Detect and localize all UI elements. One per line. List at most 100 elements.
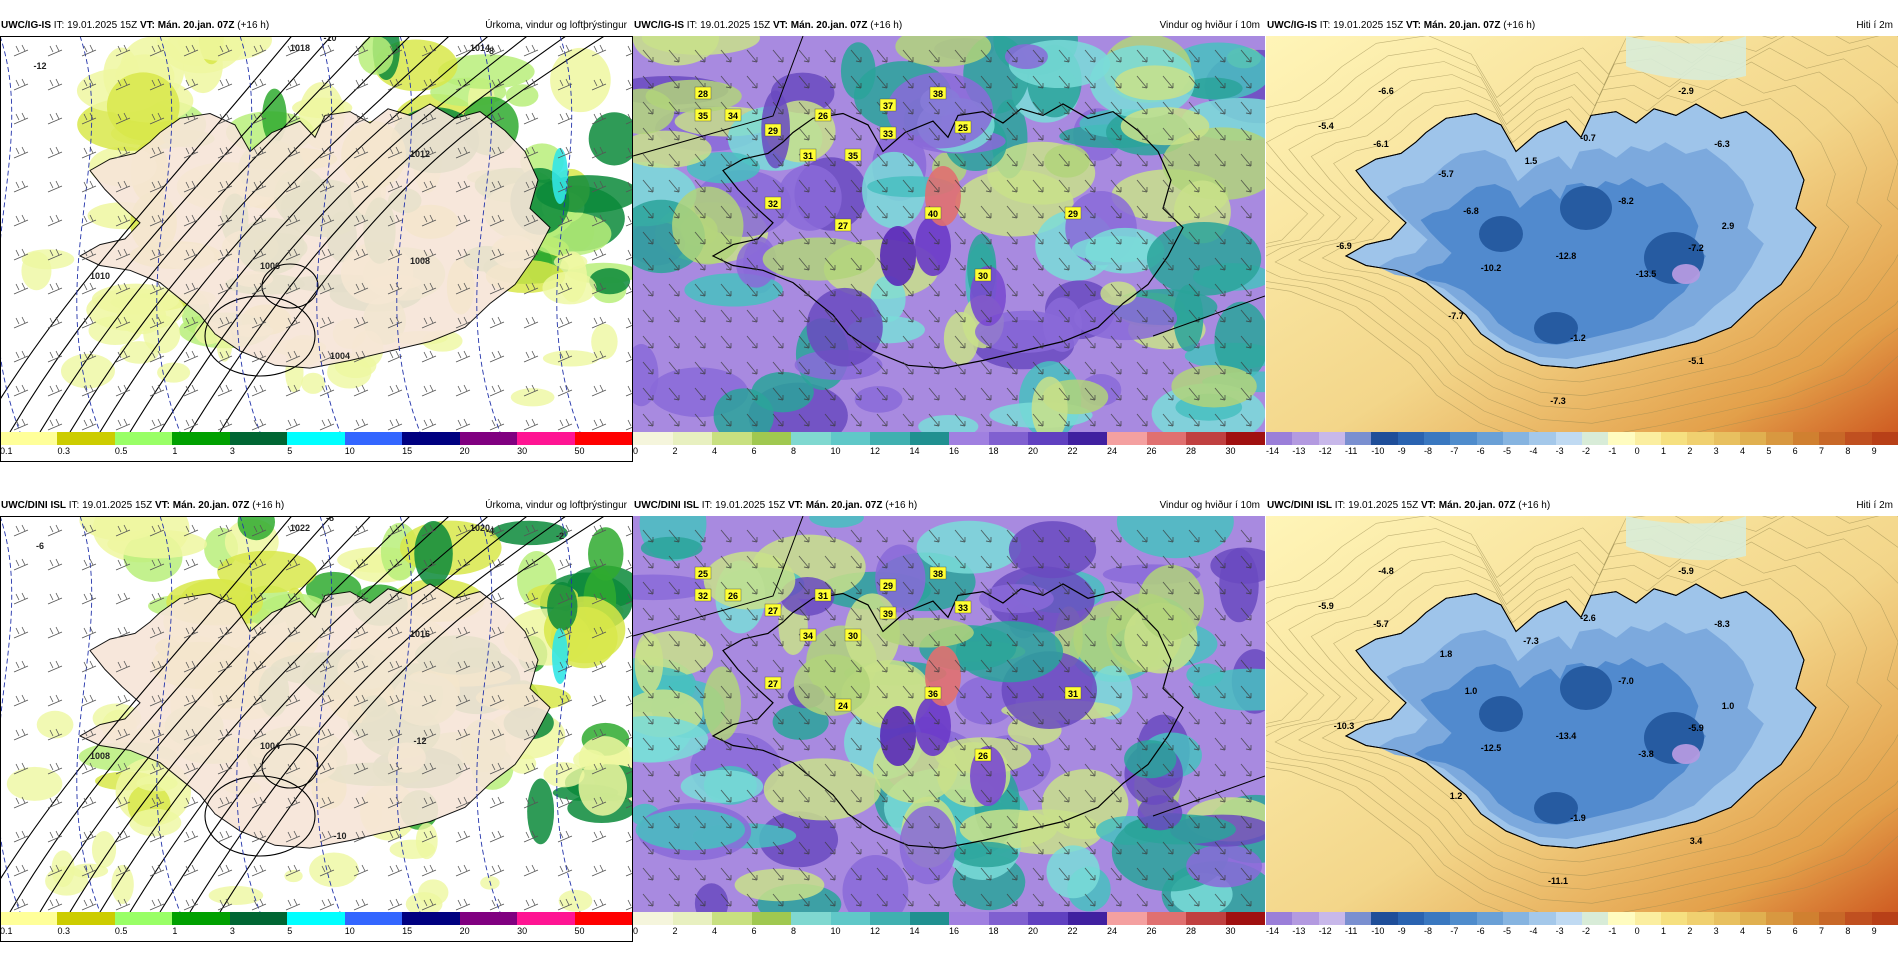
colorbar-segment bbox=[1660, 432, 1688, 445]
colorbar-tick-label: 7 bbox=[1819, 926, 1825, 936]
gust-label: 25 bbox=[698, 569, 708, 579]
wind-map: 28 35 34 29 26 37 38 33 25 31 35 32 40 27 30 29 bbox=[633, 36, 1265, 432]
colorbar-segment bbox=[1397, 912, 1424, 925]
contour-label: -12 bbox=[413, 736, 426, 746]
temp-map-svg: -6.6 -5.4 -6.1 -5.7 1.5 -0.7 -2.9 -6.3 2.9 -6.8 -8… bbox=[1266, 36, 1898, 432]
colorbar-segment bbox=[1146, 432, 1186, 445]
temperature-label: -8.3 bbox=[1714, 619, 1730, 629]
temperature-label: 1.0 bbox=[1465, 686, 1478, 696]
iceland-outline bbox=[711, 103, 1184, 369]
model-name: UWC/IG-IS bbox=[1267, 20, 1317, 31]
colorbar-segment bbox=[1476, 432, 1503, 445]
temperature-label: -5.7 bbox=[1373, 619, 1389, 629]
colorbar-tick-label: 16 bbox=[949, 926, 960, 936]
vt-value: Mán. 20.jan. 07Z bbox=[157, 20, 235, 31]
temperature-label: -10.3 bbox=[1334, 721, 1355, 731]
it-value: 19.01.2025 15Z bbox=[82, 500, 153, 511]
precip-map: 1018 1014 1012 1010 1006 1008 1004 -10 -12 -8 bbox=[0, 36, 632, 432]
colorbar-tick-label: 50 bbox=[574, 926, 585, 936]
temperature-label: -2.9 bbox=[1678, 86, 1694, 96]
colorbar-tick-label: -11 bbox=[1345, 926, 1358, 936]
colorbar-tick-label: -5 bbox=[1503, 926, 1512, 936]
colorbar-tick-label: 4 bbox=[712, 926, 718, 936]
gust-label: 32 bbox=[768, 199, 778, 209]
colorbar-segment bbox=[672, 432, 712, 445]
colorbar-segment bbox=[712, 432, 752, 445]
gust-label: 30 bbox=[978, 271, 988, 281]
colorbar-segment bbox=[229, 912, 288, 925]
colorbar-segment bbox=[1608, 432, 1635, 445]
colorbar-segment bbox=[459, 912, 518, 925]
colorbar-segment bbox=[1476, 912, 1503, 925]
gust-label-box bbox=[764, 123, 782, 137]
colorbar-tick-label: -14 bbox=[1266, 926, 1280, 936]
colorbar-tick-label: 3 bbox=[1713, 446, 1719, 456]
colorbar-segment bbox=[1845, 912, 1872, 925]
contour-label: -4 bbox=[486, 526, 494, 536]
temperature-label: -10.2 bbox=[1481, 263, 1502, 273]
colorbar-segment bbox=[1186, 432, 1226, 445]
colorbar-tick-label: 0.1 bbox=[0, 926, 13, 936]
colorbar-tick-label: 28 bbox=[1186, 926, 1197, 936]
colorbar-tick-label: 1 bbox=[172, 446, 178, 456]
colorbar-segment bbox=[229, 432, 288, 445]
colorbar-segment bbox=[1845, 432, 1872, 445]
lead-time: (+16 h) bbox=[237, 20, 270, 31]
colorbar-segment bbox=[1318, 432, 1345, 445]
temperature-label: 3.4 bbox=[1690, 836, 1703, 846]
gust-label-box bbox=[834, 698, 852, 712]
gust-label-box bbox=[954, 600, 972, 614]
colorbar-tick-label: -2 bbox=[1582, 926, 1591, 936]
it-label: IT: bbox=[1319, 20, 1331, 31]
colorbar-segment bbox=[1344, 432, 1372, 445]
gust-label: 27 bbox=[768, 679, 778, 689]
colorbar-segment bbox=[114, 432, 173, 445]
gust-label-box bbox=[694, 86, 712, 100]
temperature-label: -3.8 bbox=[1638, 749, 1654, 759]
contour-label: -10 bbox=[333, 831, 346, 841]
contour-label: -2 bbox=[556, 531, 564, 541]
colorbar bbox=[1266, 912, 1898, 925]
colorbar-tick-label: 9 bbox=[1871, 446, 1877, 456]
colorbar-tick-label: 20 bbox=[1028, 926, 1039, 936]
temperature-label: -1.2 bbox=[1570, 333, 1586, 343]
colorbar-segment bbox=[1529, 912, 1556, 925]
colorbar-tick-label: 0.3 bbox=[57, 926, 70, 936]
temp-map-svg: -4.8 -5.9 -5.7 1.8 -7.3 -2.6 -5.9 -8.3 1.0 1.0 -7.… bbox=[1266, 516, 1898, 912]
gust-label-box bbox=[924, 206, 942, 220]
wind-map-svg: 28 35 34 29 26 37 38 33 25 31 35 32 40 27 30 29 bbox=[633, 36, 1265, 432]
colorbar-segment bbox=[1146, 912, 1186, 925]
colorbar-tick-label: -7 bbox=[1450, 926, 1459, 936]
gust-label-box bbox=[694, 108, 712, 122]
colorbar-segment bbox=[1028, 432, 1068, 445]
colorbar-tick-label: -6 bbox=[1476, 926, 1485, 936]
gust-label: 34 bbox=[728, 111, 738, 121]
panel-title: UWC/DINI ISL IT: 19.01.2025 15Z VT: Mán.… bbox=[0, 498, 633, 514]
colorbar-tick-label: 20 bbox=[459, 446, 470, 456]
gust-label: 26 bbox=[818, 111, 828, 121]
colorbar-tick-label: -6 bbox=[1476, 446, 1485, 456]
colorbar-segment bbox=[1225, 432, 1265, 445]
gust-label: 31 bbox=[1068, 689, 1078, 699]
colorbar-tick-label: 8 bbox=[791, 926, 797, 936]
precip-map-svg: 1018 1014 1012 1010 1006 1008 1004 -10 -12 -8 bbox=[0, 36, 632, 432]
colorbar-segment bbox=[57, 432, 115, 445]
gust-label-box bbox=[1064, 686, 1082, 700]
colorbar-tick-label: 14 bbox=[909, 926, 920, 936]
colorbar-tick-label: 26 bbox=[1146, 926, 1157, 936]
vt-value: Mán. 20.jan. 07Z bbox=[790, 20, 868, 31]
iceland-outline bbox=[78, 103, 551, 369]
it-label: IT: bbox=[53, 20, 65, 31]
colorbar-tick-label: 1 bbox=[1661, 446, 1667, 456]
colorbar-tick-label: 6 bbox=[751, 446, 757, 456]
colorbar-segment bbox=[1067, 912, 1107, 925]
temperature-label: -7.2 bbox=[1688, 243, 1704, 253]
colorbar-segment bbox=[1318, 912, 1345, 925]
colorbar-tick-label: 6 bbox=[1792, 446, 1798, 456]
colorbar-segment bbox=[1529, 432, 1556, 445]
colorbar bbox=[633, 912, 1265, 925]
colorbar-tick-label: -10 bbox=[1371, 446, 1385, 456]
colorbar-tick-label: 12 bbox=[870, 446, 881, 456]
colorbar-tick-label: -3 bbox=[1555, 446, 1564, 456]
colorbar-segment bbox=[1225, 912, 1265, 925]
